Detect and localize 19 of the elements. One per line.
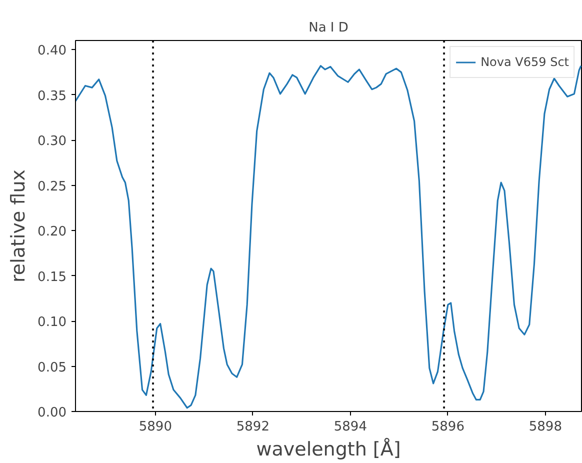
x-tick-label: 5896 — [431, 420, 464, 434]
legend-label: Nova V659 Sct — [480, 55, 569, 69]
y-tick-label: 0.25 — [38, 179, 67, 194]
y-tick-label: 0.00 — [38, 406, 67, 420]
y-tick-label: 0.10 — [38, 315, 67, 330]
x-axis-title: wavelength [Å] — [256, 438, 401, 460]
x-tick-label: 5898 — [528, 420, 562, 434]
y-axis-title: relative flux — [8, 170, 30, 282]
y-tick-label: 0.35 — [38, 88, 67, 104]
y-tick-label: 0.30 — [38, 134, 67, 150]
y-tick-label: 0.05 — [38, 360, 67, 376]
y-tick-label: 0.20 — [38, 224, 67, 240]
y-tick-label: 0.40 — [38, 44, 67, 59]
line-series — [76, 65, 582, 409]
x-tick-label: 5892 — [236, 420, 270, 434]
x-tick-label: 5894 — [334, 420, 367, 434]
y-tick-label: 0.15 — [38, 270, 67, 285]
x-tick-label: 5890 — [138, 420, 172, 434]
chart-title: Na I D — [308, 20, 348, 36]
